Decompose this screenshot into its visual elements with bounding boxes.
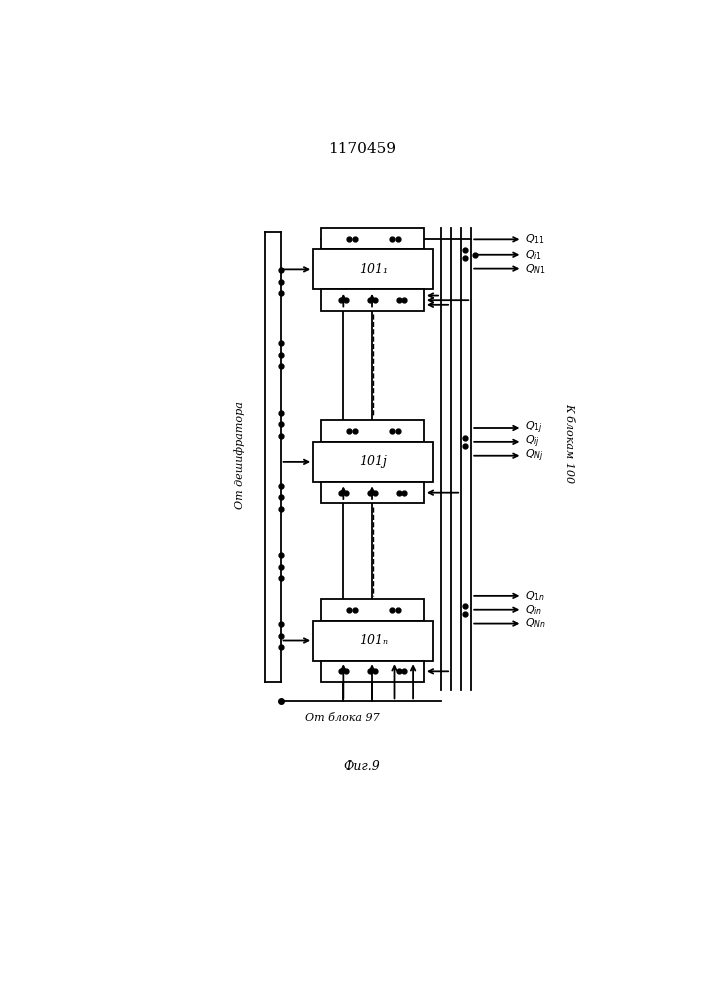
Text: $Q_{N1}$: $Q_{N1}$ [525, 262, 546, 276]
Text: 101j: 101j [359, 455, 387, 468]
Bar [313, 249, 433, 289]
Text: $Q_{in}$: $Q_{in}$ [525, 603, 542, 617]
Text: $Q_{Nj}$: $Q_{Nj}$ [525, 448, 544, 464]
Text: Фиг.9: Фиг.9 [344, 760, 380, 773]
Text: $Q_{11}$: $Q_{11}$ [525, 232, 544, 246]
Bar [313, 442, 433, 482]
Bar [321, 661, 424, 682]
Text: К блокам 100: К блокам 100 [564, 403, 574, 483]
Bar [321, 482, 424, 503]
Bar [321, 420, 424, 442]
Text: 101₁: 101₁ [358, 263, 387, 276]
Text: $Q_{ij}$: $Q_{ij}$ [525, 434, 539, 450]
Text: $Q_{i1}$: $Q_{i1}$ [525, 248, 542, 262]
Bar [321, 289, 424, 311]
Text: $Q_{Nn}$: $Q_{Nn}$ [525, 617, 546, 630]
Bar [321, 228, 424, 249]
Text: От дешифратора: От дешифратора [234, 401, 245, 509]
Bar [321, 599, 424, 620]
Text: От блока 97: От блока 97 [305, 713, 380, 723]
Text: 1170459: 1170459 [328, 142, 396, 156]
Text: 101ₙ: 101ₙ [358, 634, 387, 647]
Text: $Q_{1n}$: $Q_{1n}$ [525, 589, 545, 603]
Bar [313, 620, 433, 661]
Text: $Q_{1j}$: $Q_{1j}$ [525, 420, 542, 436]
